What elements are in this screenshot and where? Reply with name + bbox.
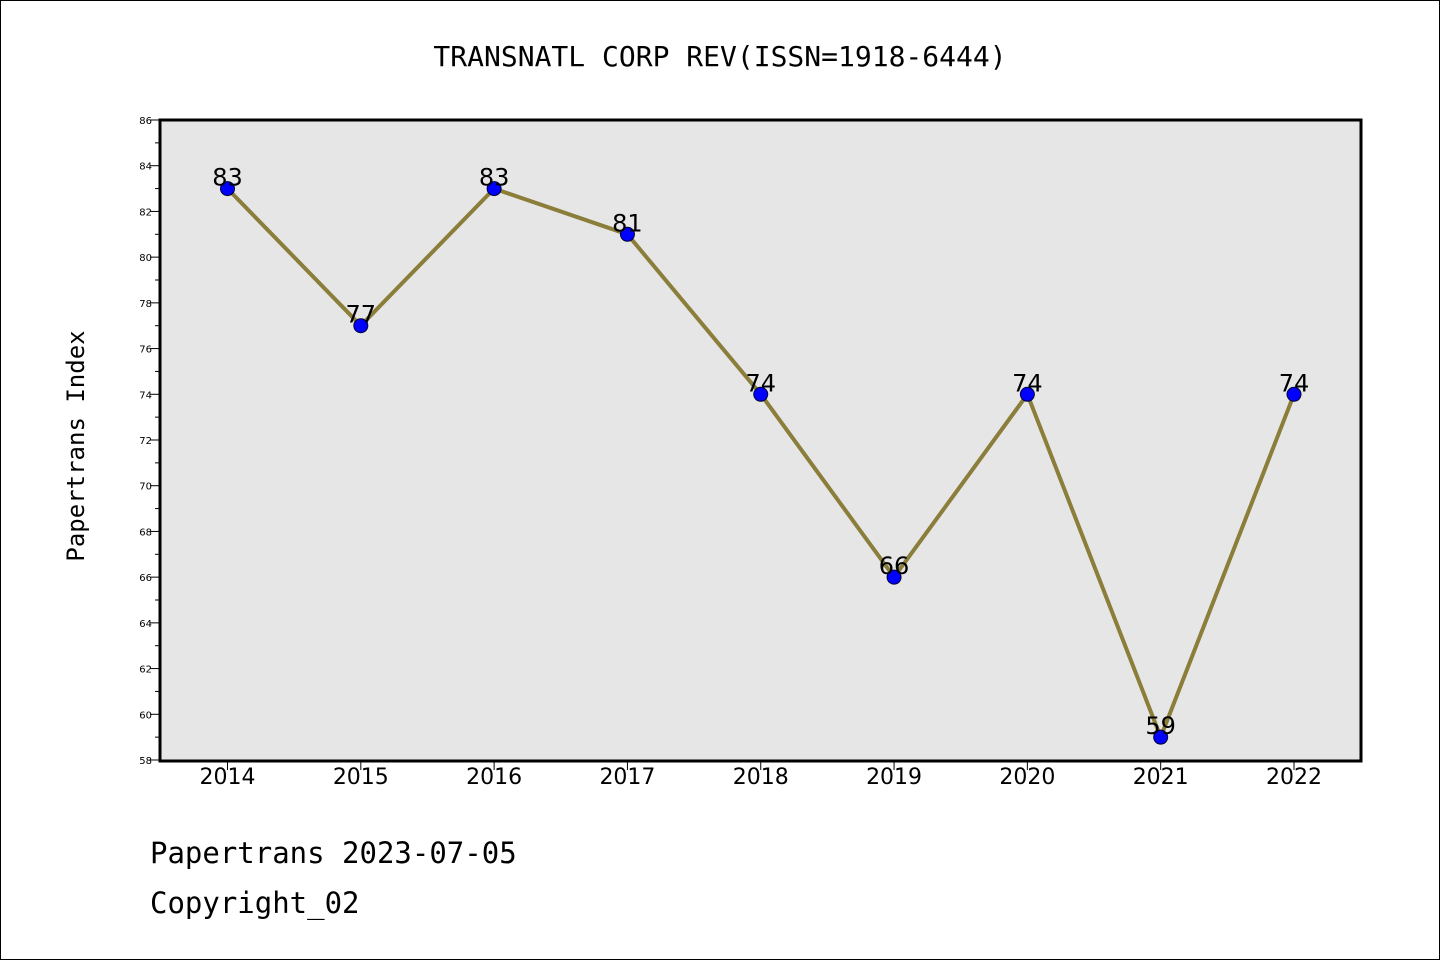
data-point-2018 [753, 386, 769, 402]
data-label-2021: 59 [1145, 712, 1176, 740]
data-labels: 83 77 83 81 74 66 74 59 74 [212, 164, 1309, 741]
y-tick-label-62: 62 [139, 665, 152, 676]
x-axis-ticks: 2014 2015 2016 2017 2018 2019 2020 2021 2022 [200, 760, 1322, 790]
y-tick-label-84: 84 [139, 162, 152, 173]
data-label-2020: 74 [1012, 369, 1043, 397]
y-tick-label-66: 66 [139, 573, 152, 584]
data-point-2015 [353, 318, 369, 334]
data-point-2022 [1286, 386, 1302, 402]
y-tick-label-68: 68 [139, 527, 152, 538]
chart-title: TRANSNATL CORP REV(ISSN=1918-6444) [433, 40, 1006, 73]
x-tick-label-2021: 2021 [1133, 765, 1189, 790]
x-tick-label-2022: 2022 [1266, 765, 1322, 790]
footer-date: Papertrans 2023-07-05 [150, 836, 517, 870]
y-tick-label-86: 86 [139, 116, 152, 127]
data-label-2018: 74 [745, 369, 776, 397]
y-axis-ticks: 58 60 62 64 66 68 70 72 74 76 78 80 82 84 86 [139, 116, 160, 767]
y-tick-label-72: 72 [139, 436, 152, 447]
x-tick-label-2016: 2016 [466, 765, 522, 790]
x-tick-label-2014: 2014 [200, 765, 256, 790]
y-tick-label-80: 80 [139, 253, 152, 264]
data-point-2016 [486, 181, 502, 197]
data-point-2019 [886, 569, 902, 585]
data-point-2021 [1153, 729, 1169, 745]
data-markers [220, 181, 1302, 745]
data-point-2020 [1019, 386, 1035, 402]
data-label-2019: 66 [879, 552, 910, 580]
y-tick-label-58: 58 [139, 756, 152, 767]
x-tick-label-2017: 2017 [599, 765, 655, 790]
y-tick-label-64: 64 [139, 619, 152, 630]
y-tick-label-70: 70 [139, 482, 152, 493]
data-label-2016: 83 [479, 164, 510, 192]
data-point-2017 [619, 226, 635, 242]
footer-copyright: Copyright_02 [150, 886, 360, 920]
x-tick-label-2018: 2018 [733, 765, 789, 790]
x-tick-label-2015: 2015 [333, 765, 389, 790]
data-label-2014: 83 [212, 164, 243, 192]
data-label-2017: 81 [612, 209, 643, 237]
y-tick-label-60: 60 [139, 710, 152, 721]
data-label-2022: 74 [1279, 369, 1310, 397]
y-tick-label-82: 82 [139, 207, 152, 218]
data-label-2015: 77 [346, 301, 377, 329]
y-tick-label-74: 74 [139, 390, 152, 401]
plot-area [158, 118, 1363, 763]
data-point-2014 [220, 181, 235, 197]
y-tick-label-76: 76 [139, 345, 152, 356]
y-tick-label-78: 78 [139, 299, 152, 310]
x-tick-label-2019: 2019 [866, 765, 922, 790]
y-axis-label: Papertrans Index [62, 330, 90, 561]
x-tick-label-2020: 2020 [999, 765, 1055, 790]
